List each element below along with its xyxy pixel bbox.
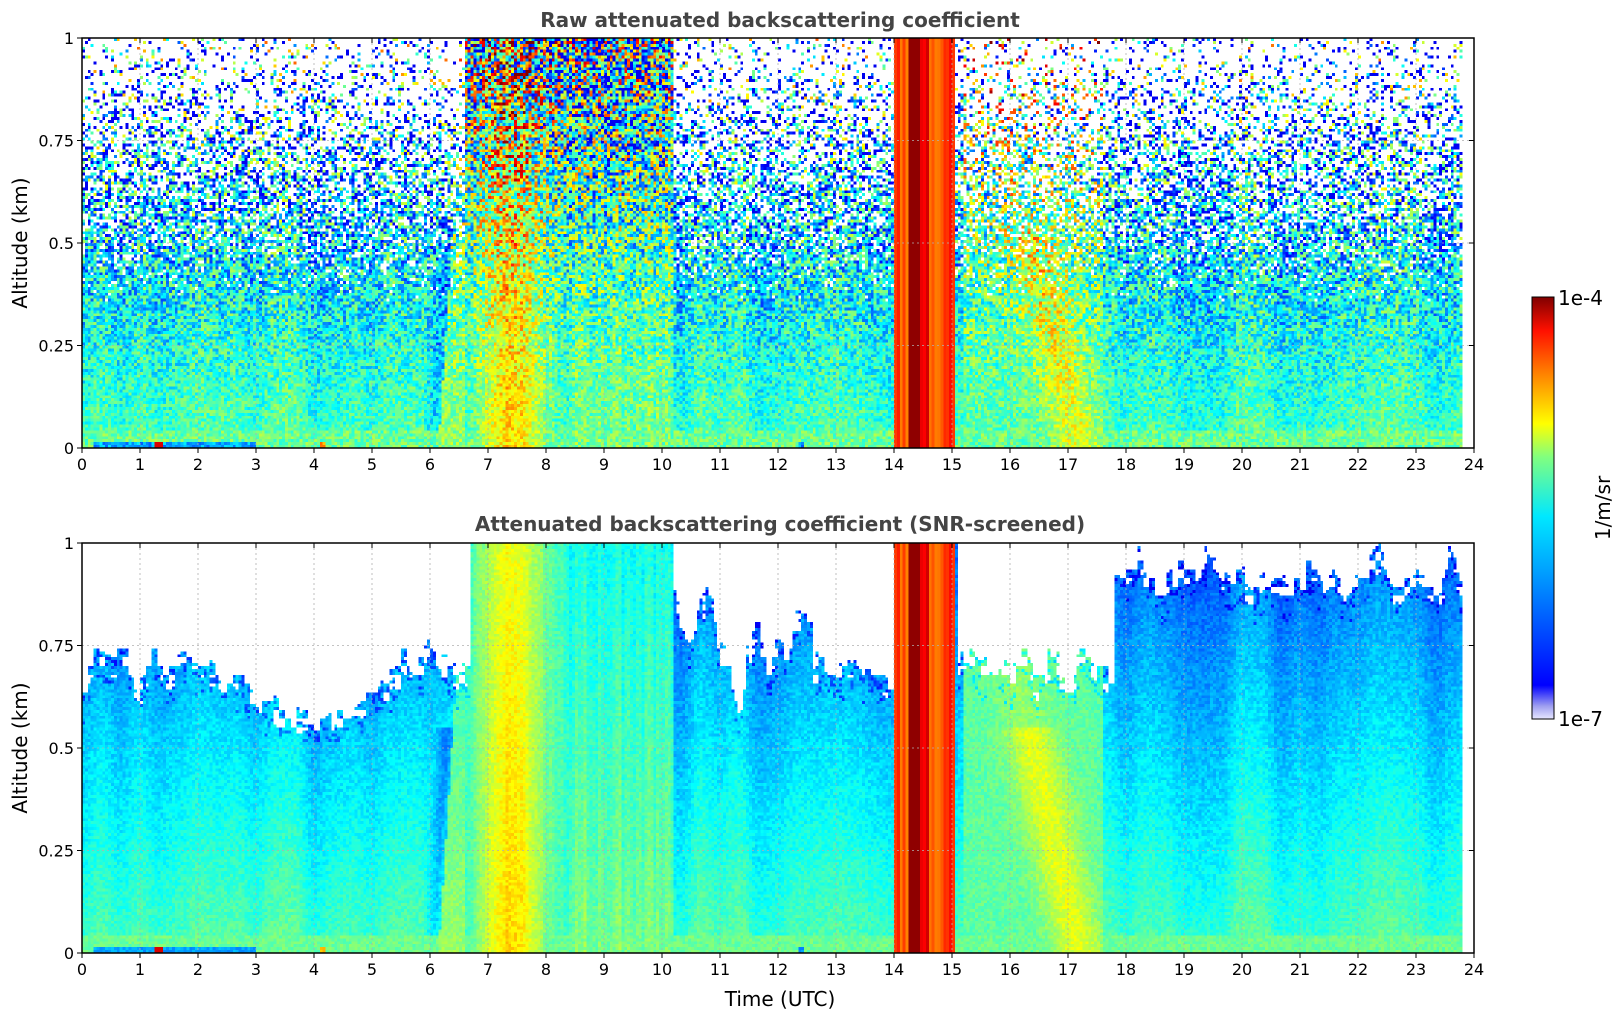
x-tick-label: 12 <box>768 960 788 979</box>
x-tick-label: 21 <box>1290 960 1310 979</box>
y-tick-label: 0.25 <box>38 842 74 861</box>
x-tick-label: 4 <box>309 960 319 979</box>
x-tick-label: 7 <box>483 455 493 474</box>
x-tick-label: 0 <box>77 455 87 474</box>
x-tick-label: 24 <box>1464 960 1484 979</box>
x-tick-label: 8 <box>541 960 551 979</box>
x-tick-label: 17 <box>1058 960 1078 979</box>
x-tick-label: 5 <box>367 455 377 474</box>
snr-screened-backscatter-panel: Attenuated backscattering coefficient (S… <box>8 512 1484 1011</box>
x-tick-label: 18 <box>1116 455 1136 474</box>
y-axis-ticks: 0 0.25 0.5 0.75 1 <box>38 534 1474 963</box>
colorbar-min-label: 1e-7 <box>1558 707 1603 731</box>
x-tick-label: 5 <box>367 960 377 979</box>
x-axis-ticks: 0 1 2 3 4 5 6 7 8 9 10 11 12 13 14 15 16 17 18 19 20 21 22 23 24 <box>77 543 1484 979</box>
x-tick-label: 13 <box>826 455 846 474</box>
x-tick-label: 15 <box>942 960 962 979</box>
x-tick-label: 16 <box>1000 455 1020 474</box>
x-tick-label: 0 <box>77 960 87 979</box>
x-tick-label: 12 <box>768 455 788 474</box>
x-axis-label: Time (UTC) <box>724 987 836 1011</box>
x-tick-label: 6 <box>425 455 435 474</box>
x-tick-label: 20 <box>1232 455 1252 474</box>
x-tick-label: 9 <box>599 455 609 474</box>
colorbar-max-label: 1e-4 <box>1558 286 1603 310</box>
x-tick-label: 24 <box>1464 455 1484 474</box>
x-tick-label: 7 <box>483 960 493 979</box>
y-axis-label: Altitude (km) <box>8 682 32 813</box>
x-tick-label: 19 <box>1174 960 1194 979</box>
x-tick-label: 11 <box>710 960 730 979</box>
panel-title: Attenuated backscattering coefficient (S… <box>475 512 1085 536</box>
x-tick-label: 21 <box>1290 455 1310 474</box>
x-tick-label: 1 <box>135 455 145 474</box>
y-tick-label: 0 <box>64 944 74 963</box>
x-tick-label: 20 <box>1232 960 1252 979</box>
x-tick-label: 3 <box>251 960 261 979</box>
x-tick-label: 22 <box>1348 960 1368 979</box>
x-tick-label: 23 <box>1406 455 1426 474</box>
x-axis-ticks: 0 1 2 3 4 5 6 7 8 9 10 11 12 13 14 15 16 17 18 19 20 21 22 23 24 <box>77 38 1484 474</box>
x-tick-label: 23 <box>1406 960 1426 979</box>
x-tick-label: 8 <box>541 455 551 474</box>
y-tick-label: 0 <box>64 439 74 458</box>
colorbar-gradient <box>1531 296 1555 720</box>
x-tick-label: 18 <box>1116 960 1136 979</box>
y-tick-label: 1 <box>64 29 74 48</box>
y-axis-label: Altitude (km) <box>8 177 32 308</box>
x-tick-label: 3 <box>251 455 261 474</box>
y-tick-label: 0.5 <box>49 739 74 758</box>
x-tick-label: 2 <box>193 960 203 979</box>
y-tick-label: 0.25 <box>38 337 74 356</box>
x-tick-label: 14 <box>884 960 904 979</box>
x-tick-label: 9 <box>599 960 609 979</box>
x-tick-label: 16 <box>1000 960 1020 979</box>
x-tick-label: 22 <box>1348 455 1368 474</box>
x-tick-label: 2 <box>193 455 203 474</box>
x-tick-label: 14 <box>884 455 904 474</box>
grid-lines <box>82 543 1474 953</box>
grid-lines <box>82 38 1474 448</box>
panel-title: Raw attenuated backscattering coefficien… <box>540 8 1020 32</box>
y-tick-label: 0.5 <box>49 234 74 253</box>
y-tick-label: 0.75 <box>38 637 74 656</box>
x-tick-label: 15 <box>942 455 962 474</box>
x-tick-label: 17 <box>1058 455 1078 474</box>
x-tick-label: 4 <box>309 455 319 474</box>
x-tick-label: 10 <box>652 455 672 474</box>
x-tick-label: 11 <box>710 455 730 474</box>
y-axis-ticks: 0 0.25 0.5 0.75 1 <box>38 29 1474 458</box>
y-tick-label: 0.75 <box>38 132 74 151</box>
y-tick-label: 1 <box>64 534 74 553</box>
x-tick-label: 10 <box>652 960 672 979</box>
colorbar: 1e-4 1e-7 1/m/sr <box>1531 286 1615 731</box>
x-tick-label: 13 <box>826 960 846 979</box>
x-tick-label: 6 <box>425 960 435 979</box>
x-tick-label: 1 <box>135 960 145 979</box>
x-tick-label: 19 <box>1174 455 1194 474</box>
raw-backscatter-panel: Raw attenuated backscattering coefficien… <box>8 8 1484 474</box>
colorbar-label: 1/m/sr <box>1591 475 1615 540</box>
